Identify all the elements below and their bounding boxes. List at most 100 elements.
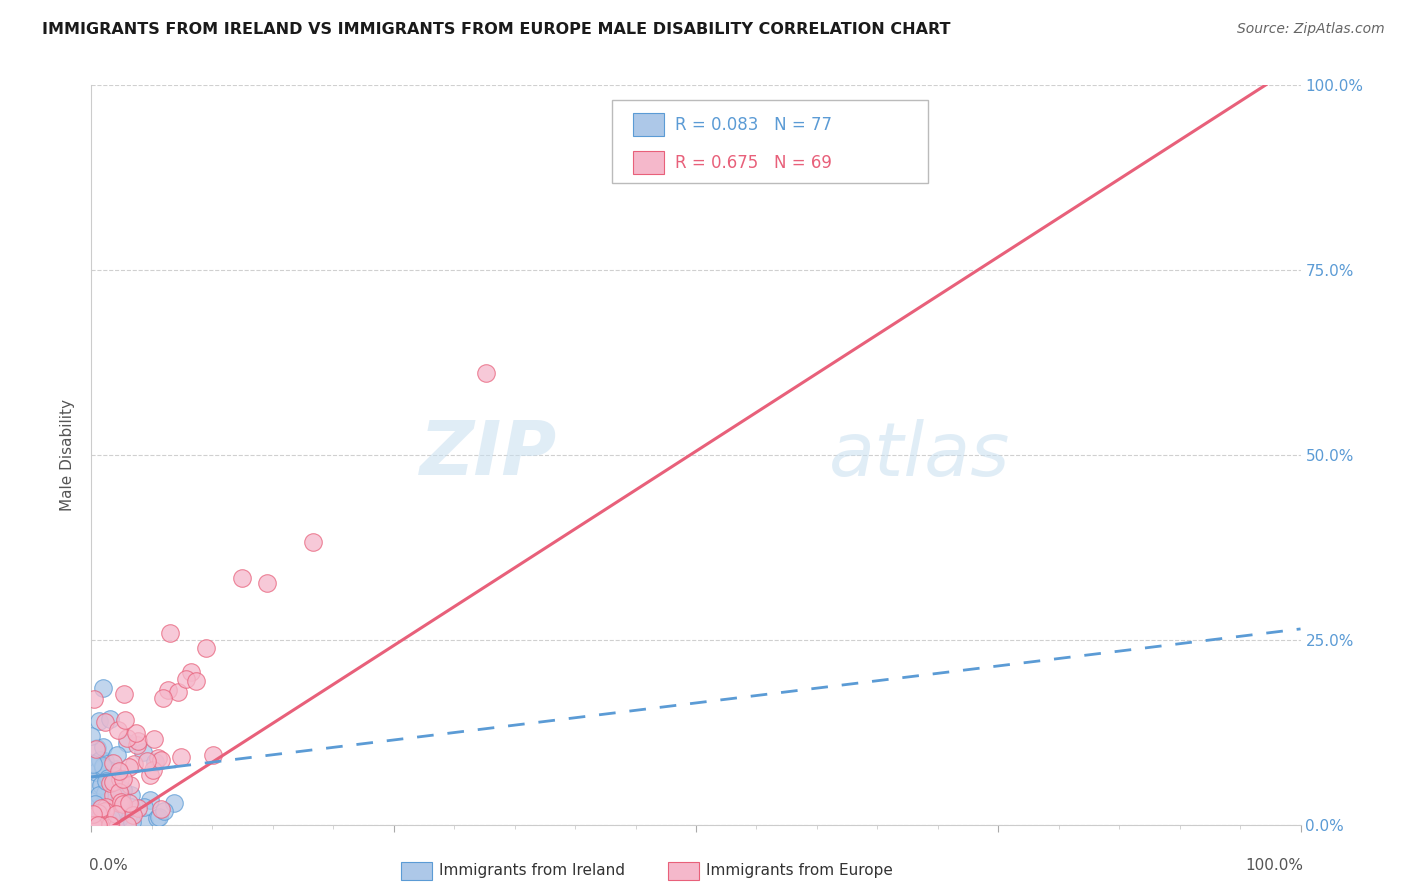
Point xyxy=(110,783,132,797)
Point xyxy=(105,762,128,776)
Text: atlas: atlas xyxy=(830,419,1011,491)
Point xyxy=(100,818,122,832)
Point xyxy=(91,809,114,823)
Point xyxy=(93,805,115,819)
Point xyxy=(156,683,179,698)
Point xyxy=(163,796,186,810)
Point xyxy=(98,776,121,790)
Point xyxy=(97,771,120,785)
Point xyxy=(231,571,253,585)
Point xyxy=(96,797,118,811)
Point xyxy=(120,789,142,803)
Point xyxy=(96,763,118,777)
Point xyxy=(103,789,125,803)
Point xyxy=(142,763,165,777)
Text: IMMIGRANTS FROM IRELAND VS IMMIGRANTS FROM EUROPE MALE DISABILITY CORRELATION CH: IMMIGRANTS FROM IRELAND VS IMMIGRANTS FR… xyxy=(42,22,950,37)
Point xyxy=(101,774,124,789)
Point xyxy=(145,811,167,825)
Point xyxy=(89,753,111,767)
Point xyxy=(84,816,107,830)
Point xyxy=(90,776,112,790)
Point xyxy=(98,712,121,726)
Point xyxy=(146,751,169,765)
Point xyxy=(86,818,108,832)
Point xyxy=(475,366,498,380)
Point xyxy=(82,818,104,832)
Point xyxy=(125,738,148,752)
Point xyxy=(82,758,104,772)
Point xyxy=(97,796,120,810)
Point xyxy=(93,808,115,822)
Point xyxy=(112,687,135,701)
Point xyxy=(256,576,278,591)
Text: R = 0.675   N = 69: R = 0.675 N = 69 xyxy=(675,153,832,171)
Point xyxy=(107,785,129,799)
Point xyxy=(94,817,117,831)
Point xyxy=(138,793,160,807)
Point xyxy=(105,748,128,763)
Point xyxy=(86,816,108,830)
Point xyxy=(90,801,112,815)
Point xyxy=(148,809,170,823)
Point xyxy=(115,818,138,832)
Point xyxy=(142,731,165,746)
Point xyxy=(104,769,127,783)
Point xyxy=(110,796,132,810)
Point xyxy=(82,810,104,824)
Point xyxy=(87,806,110,821)
Point xyxy=(94,795,117,809)
Point xyxy=(132,815,155,830)
Point xyxy=(91,758,114,772)
Point xyxy=(114,713,136,727)
Point xyxy=(93,681,115,695)
Point xyxy=(112,782,135,797)
Point xyxy=(90,808,112,822)
Point xyxy=(110,789,132,804)
Point xyxy=(94,817,117,831)
Text: 100.0%: 100.0% xyxy=(1244,858,1303,873)
Point xyxy=(121,815,143,830)
Point xyxy=(132,800,155,814)
Point xyxy=(83,818,105,832)
Point xyxy=(100,811,122,825)
Point xyxy=(159,626,181,640)
Point xyxy=(150,753,173,767)
Point xyxy=(122,808,145,822)
Point xyxy=(118,759,141,773)
Point xyxy=(94,800,117,814)
Point xyxy=(117,796,139,810)
Point xyxy=(91,740,114,755)
Point xyxy=(111,772,134,786)
Point xyxy=(115,736,138,750)
Point xyxy=(103,756,125,771)
Point xyxy=(89,812,111,826)
Point xyxy=(180,665,202,679)
Point xyxy=(124,757,146,772)
Point xyxy=(97,815,120,830)
Point xyxy=(107,796,129,810)
Point xyxy=(169,750,191,764)
Point xyxy=(84,818,107,832)
Point xyxy=(87,818,110,832)
Point xyxy=(107,723,129,737)
Point xyxy=(127,734,149,748)
Text: Immigrants from Ireland: Immigrants from Ireland xyxy=(439,863,624,878)
Point xyxy=(83,756,105,770)
Point xyxy=(82,818,104,832)
Point xyxy=(108,811,131,825)
Y-axis label: Male Disability: Male Disability xyxy=(60,399,76,511)
Point xyxy=(120,779,142,793)
Point xyxy=(96,811,118,825)
Point xyxy=(108,764,131,778)
Point xyxy=(93,805,115,820)
Point xyxy=(83,818,105,832)
Point xyxy=(98,818,121,832)
Point xyxy=(136,754,159,768)
Point xyxy=(104,807,127,822)
Point xyxy=(82,759,104,773)
Point xyxy=(94,773,117,788)
Point xyxy=(112,803,135,817)
Point xyxy=(94,804,117,818)
Point xyxy=(94,817,117,831)
Point xyxy=(127,800,149,814)
